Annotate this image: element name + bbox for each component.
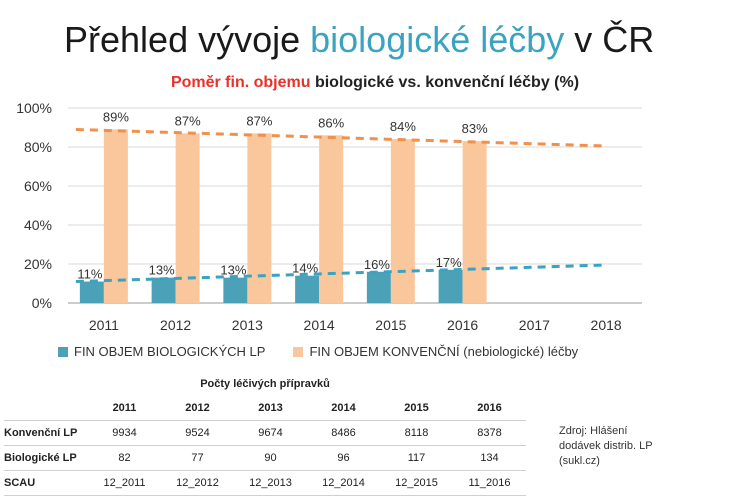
source-note: Zdroj: Hlášení dodávek distrib. LP (sukl…	[559, 424, 679, 469]
bar-conventional	[175, 133, 200, 303]
table-cell: 12_2012	[161, 470, 234, 496]
y-tick-label: 0%	[32, 295, 52, 311]
table-cell: 12_2014	[307, 470, 380, 496]
title-tail: v ČR	[564, 19, 655, 60]
data-label-biologic: 16%	[364, 257, 390, 272]
legend-label-conventional: FIN OBJEM KONVENČNÍ (nebiologické) léčby	[309, 344, 579, 359]
data-label-conventional: 84%	[390, 119, 416, 134]
data-label-conventional: 89%	[103, 109, 129, 124]
data-label-biologic: 14%	[292, 261, 318, 276]
bar-biologic	[223, 277, 248, 303]
source-line: Zdroj: Hlášení	[559, 425, 628, 437]
column-header: 2015	[404, 402, 429, 414]
y-tick-label: 100%	[16, 100, 52, 116]
table-title: Počty léčivých přípravků	[200, 378, 330, 390]
row-label: SCAU	[4, 470, 88, 496]
legend-label-biologic: FIN OBJEM BIOLOGICKÝCH LP	[74, 344, 266, 359]
bar-chart: 0% 20% 40% 60% 80% 100% 2011 2012 2013 2014 2015 20…	[16, 100, 642, 333]
table-cell: 8118	[380, 420, 453, 446]
table-row: Biologické LP 82 77 90 96 117 134	[4, 445, 526, 471]
column-header: 2013	[258, 402, 283, 414]
table-cell: 12_2011	[88, 470, 161, 496]
legend-swatch-biologic	[58, 346, 68, 357]
subtitle-rest: biologické vs. konvenční léčby (%)	[310, 74, 580, 91]
legend-swatch-conventional	[293, 346, 304, 357]
data-label-conventional: 86%	[318, 115, 344, 130]
data-label-biologic: 11%	[77, 267, 102, 282]
column-header: 2016	[477, 402, 502, 414]
data-label-conventional: 87%	[175, 113, 201, 128]
column-header: 2014	[331, 402, 356, 414]
row-label: Biologické LP	[4, 445, 88, 471]
title-accent: biologické léčby	[310, 19, 565, 60]
column-header: 2012	[185, 402, 210, 414]
table-cell: 82	[88, 445, 161, 471]
trendline-biologic	[75, 263, 607, 284]
chart-subtitle: Poměr fin. objemu biologické vs. konvenč…	[0, 74, 750, 92]
table-row: Konvenční LP 9934 9524 9674 8486 8118 83…	[4, 420, 526, 446]
data-label-biologic: 13%	[149, 263, 175, 278]
table-cell: 96	[307, 445, 380, 471]
x-tick-label: 2016	[447, 317, 478, 333]
bar-biologic	[295, 275, 320, 303]
x-tick-label: 2012	[160, 317, 191, 333]
bar-conventional	[462, 141, 487, 303]
bar-biologic	[79, 281, 104, 303]
trendline-conventional	[75, 127, 607, 148]
data-label-biologic: 17%	[436, 255, 462, 270]
data-label-conventional: 87%	[246, 113, 272, 128]
counts-table: 2011 2012 2013 2014 2015 2016 Konvenční …	[4, 396, 526, 496]
x-tick-label: 2014	[304, 317, 335, 333]
bar-biologic	[366, 271, 391, 303]
table-corner	[4, 396, 88, 421]
legend-item-conventional: FIN OBJEM KONVENČNÍ (nebiologické) léčby	[293, 344, 578, 359]
legend-item-biologic: FIN OBJEM BIOLOGICKÝCH LP	[58, 344, 265, 359]
table-header-row: 2011 2012 2013 2014 2015 2016	[4, 396, 526, 421]
y-tick-label: 60%	[24, 178, 52, 194]
x-tick-label: 2015	[375, 317, 406, 333]
x-tick-label: 2017	[519, 317, 550, 333]
x-tick-label: 2013	[232, 317, 263, 333]
bar-biologic	[438, 269, 463, 303]
row-label: Konvenční LP	[4, 420, 88, 446]
table-cell: 12_2013	[234, 470, 307, 496]
table-cell: 9524	[161, 420, 234, 446]
y-tick-label: 80%	[24, 139, 52, 155]
table-cell: 77	[161, 445, 234, 471]
title-main: Přehled vývoje	[64, 19, 311, 60]
table-cell: 90	[234, 445, 307, 471]
x-tick-label: 2011	[89, 317, 119, 333]
bar-biologic	[151, 277, 176, 303]
table-cell: 8486	[307, 420, 380, 446]
table-cell: 117	[380, 445, 453, 471]
table-cell: 8378	[453, 420, 526, 446]
page-title: Přehled vývoje biologické léčby v ČR	[64, 18, 654, 62]
source-line: dodávek distrib. LP	[559, 440, 653, 452]
bar-conventional	[390, 139, 415, 303]
column-header: 2011	[112, 402, 137, 414]
table-cell: 11_2016	[453, 470, 526, 496]
table-cell: 9934	[88, 420, 161, 446]
x-tick-label: 2018	[591, 317, 622, 333]
bar-conventional	[103, 129, 128, 303]
source-line: (sukl.cz)	[559, 455, 600, 467]
table-row: SCAU 12_2011 12_2012 12_2013 12_2014 12_…	[4, 470, 526, 496]
data-label-conventional: 83%	[462, 121, 488, 136]
subtitle-red: Poměr fin. objemu	[170, 74, 311, 91]
y-tick-label: 40%	[24, 217, 52, 233]
y-tick-label: 20%	[24, 256, 52, 272]
table-cell: 134	[453, 445, 526, 471]
bar-conventional	[319, 135, 344, 303]
chart-legend: FIN OBJEM BIOLOGICKÝCH LP FIN OBJEM KONV…	[58, 344, 578, 359]
table-cell: 9674	[234, 420, 307, 446]
data-label-biologic: 13%	[220, 263, 246, 278]
table-cell: 12_2015	[380, 470, 453, 496]
